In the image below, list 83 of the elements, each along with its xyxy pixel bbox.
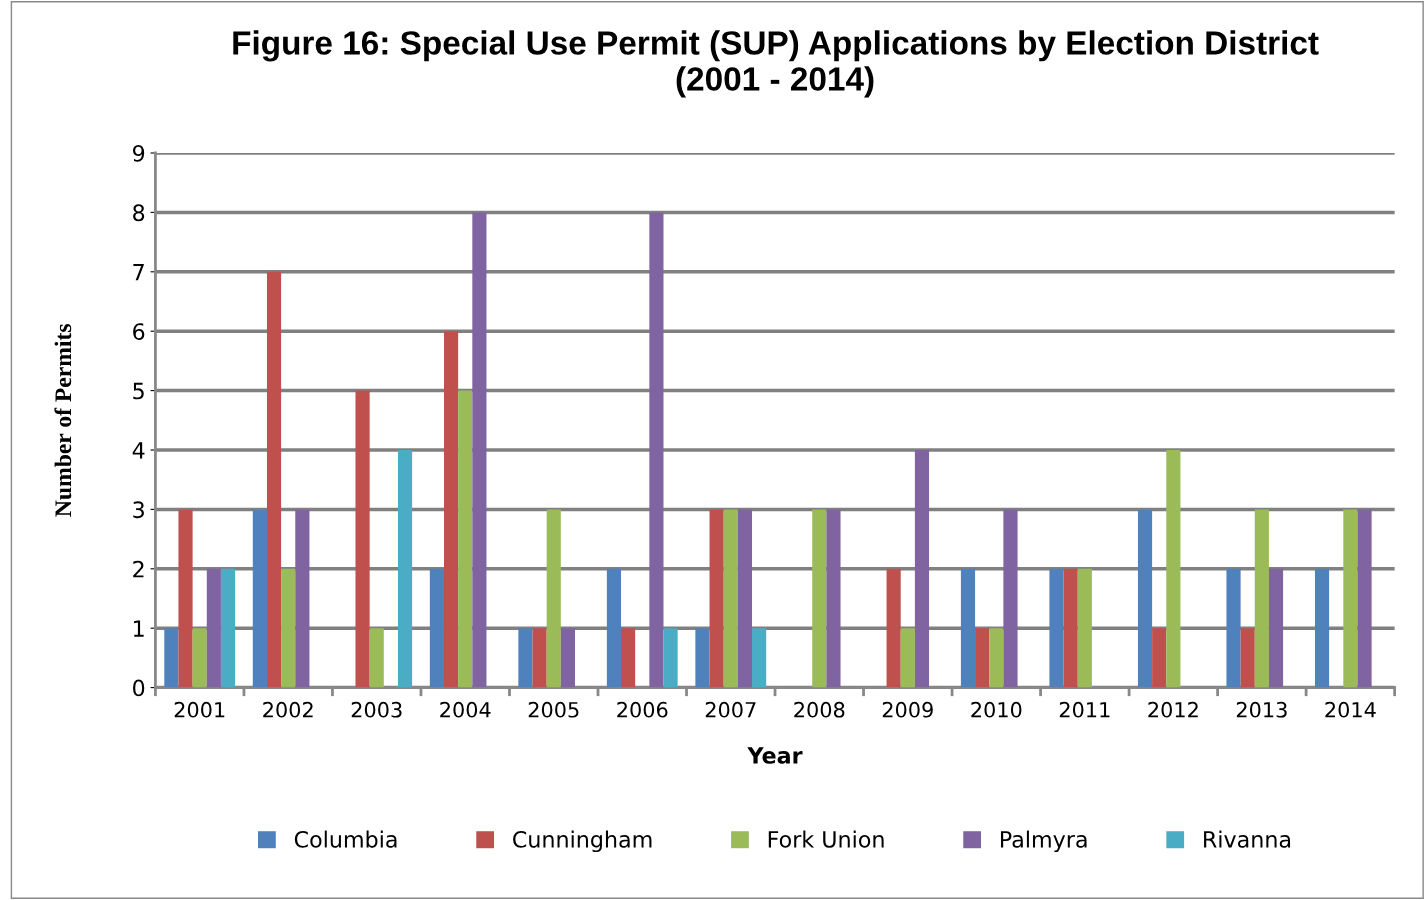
bar [886,568,901,688]
x-tick-label: 2009 [882,701,933,718]
x-tick-label: 2006 [617,701,668,718]
bar [472,212,487,688]
bar [1343,509,1358,688]
bar [164,628,179,688]
bar [295,509,310,688]
bar [1166,450,1181,688]
bar [1003,509,1018,688]
bar [960,568,976,688]
bar [220,568,236,688]
x-tick-label: 2003 [351,701,402,718]
bar [723,509,738,688]
bar [1357,509,1372,688]
bar [826,509,841,688]
bar [709,509,724,688]
x-tick-label: 2013 [1236,701,1287,718]
x-tick-label: 2004 [440,701,491,718]
bar [975,628,990,688]
bar [1152,628,1167,688]
x-tick-label: 2005 [528,701,579,718]
y-tick-label: 5 [133,382,144,400]
bar [458,390,473,688]
y-tick-label: 0 [133,679,145,697]
bar [546,509,561,688]
bar [1049,568,1064,688]
x-tick-label: 2008 [794,701,845,718]
x-tick-label: 2007 [705,701,756,718]
bar [752,628,767,688]
x-tick-label: 2002 [263,701,313,718]
bar [397,450,413,688]
bar [914,450,930,688]
x-tick-label: 2001 [174,701,225,718]
y-tick-label: 7 [133,264,144,281]
y-tick-label: 4 [132,442,145,459]
bar [1063,568,1078,688]
bar [443,331,459,688]
bar [532,628,547,688]
bar [989,628,1004,688]
x-axis-title: Year [747,747,803,764]
bar [1077,568,1092,688]
chart-title: Figure 16: Special Use Permit (SUP) Applications by Election District (2001 - 2014) [233,30,1319,98]
bar [178,509,193,688]
bar [621,628,636,688]
legend-label: Rivanna [1204,830,1291,848]
y-axis-title: Number of Permits [54,324,72,517]
bar [900,628,915,688]
legend-label: Columbia [294,830,397,848]
bar [355,390,370,688]
x-tick-label: 2012 [1148,701,1198,718]
bar [369,628,384,688]
x-tick-label: 2011 [1059,701,1110,718]
bar [1240,628,1255,688]
y-tick-label: 8 [133,204,145,222]
y-tick-label: 3 [133,501,144,519]
bar [206,568,221,688]
bar [1314,568,1330,688]
bar [252,509,267,688]
bar [737,509,753,688]
bar [1254,509,1269,688]
bar [649,212,664,688]
bar [560,628,575,688]
y-tick-label: 9 [132,144,145,162]
legend-label: Fork Union [768,830,884,848]
y-tick-label: 6 [133,323,145,340]
bar [606,568,622,688]
bar [192,628,207,688]
bar [281,568,296,688]
bar [812,509,827,688]
x-tick-label: 2014 [1325,701,1376,718]
bar [663,628,678,688]
bar [1268,568,1284,688]
bar [266,271,282,688]
bar [1226,568,1241,688]
bar [518,628,533,688]
legend-label: Palmyra [1000,830,1087,853]
legend-label: Cunningham [513,830,652,853]
bar [695,628,710,688]
bar [1137,509,1153,688]
y-tick-label: 1 [134,620,144,637]
bar [429,568,444,688]
x-tick-label: 2010 [971,701,1022,718]
y-tick-label: 2 [133,560,144,578]
